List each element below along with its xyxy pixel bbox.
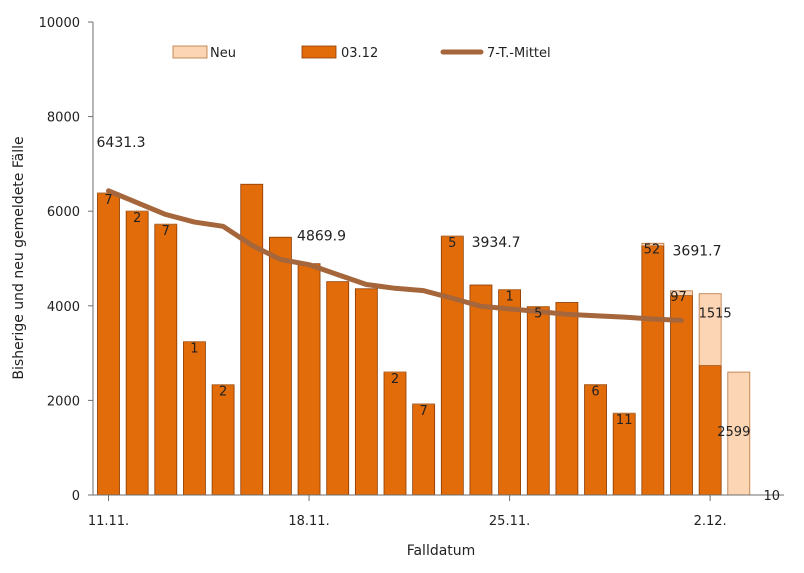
x-tick-label: 2.12. [694,514,727,529]
x-tick-label: 25.11. [489,514,530,529]
x-tick-label: 18.11. [288,514,329,529]
legend-label: 03.12 [341,46,378,61]
y-tick-label: 10000 [39,16,80,31]
bar-value-label: 1 [505,290,513,305]
bar-value-label: 97 [670,290,687,305]
bar-value-label: 52 [644,242,661,257]
bar-03-12-7 [268,236,292,496]
bar-value-label: 5 [534,307,542,322]
bar-03-12-21 [670,294,693,496]
bar-03-12-2 [125,210,149,496]
legend-swatch [172,45,208,59]
bar-value-label: 2599 [717,425,750,440]
bar-value-label: 6 [591,385,599,400]
bar-neu-22 [698,293,722,366]
legend-swatch [301,45,337,59]
bar-03-12-16 [526,306,550,496]
moving-average-label: 6431.3 [97,135,146,151]
bar-03-12-6 [240,183,264,496]
bar-value-label: 7 [104,193,112,208]
bar-value-label: 7 [162,224,170,239]
bar-neu-19 [612,412,636,415]
y-tick-label: 4000 [47,300,80,315]
bar-value-label: 10 [764,489,781,504]
bar-neu-21 [670,290,693,296]
y-axis-title: Bisherige und neu gemeldete Fälle [11,136,27,379]
bar-03-12-20 [641,245,665,496]
bar-03-12-15 [498,289,522,496]
bar-03-12-1 [97,192,120,496]
moving-average-label: 4869.9 [297,229,346,245]
y-tick-label: 6000 [47,205,80,220]
bar-value-label: 7 [420,404,428,419]
bar-03-12-5 [211,384,235,496]
bar-03-12-11 [383,371,407,496]
legend: Neu 03.12 7-T.-Mittel [115,38,627,70]
axes-layer: 0 2000 4000 6000 8000 10000 11.11. 18.11. 25.11.… [39,16,784,529]
bar-03-12-18 [584,384,607,496]
bar-value-label: 1515 [699,307,732,322]
bar-value-label: 5 [448,236,456,251]
legend-label: 7-T.-Mittel [487,46,551,61]
bar-03-12-17 [555,302,579,496]
bar-value-label: 2 [391,372,399,387]
bar-value-label: 1 [190,342,198,357]
x-tick-label: 11.11. [88,514,129,529]
moving-average-line [106,188,684,323]
bar-03-12-3 [154,224,178,496]
bar-value-label: 2 [133,211,141,226]
moving-average-label: 3934.7 [472,235,521,251]
moving-average-label: 3691.7 [673,243,722,259]
y-tick-label: 0 [72,489,80,504]
bar-03-12-14 [469,284,493,496]
bar-03-12-10 [354,288,378,496]
legend-label: Neu [210,46,236,61]
x-axis-title: Falldatum [407,543,476,559]
moving-average-layer [106,188,684,323]
bar-03-12-13 [440,235,464,496]
bar-value-label: 11 [616,413,633,428]
bar-neu-20 [641,242,665,247]
bar-value-label: 2 [219,385,227,400]
y-tick-label: 8000 [47,111,80,126]
bar-03-12-9 [326,281,350,496]
y-tick-label: 2000 [47,394,80,409]
bar-03-12-8 [297,263,321,496]
bars-layer [97,183,751,496]
bar-03-12-4 [183,341,206,496]
